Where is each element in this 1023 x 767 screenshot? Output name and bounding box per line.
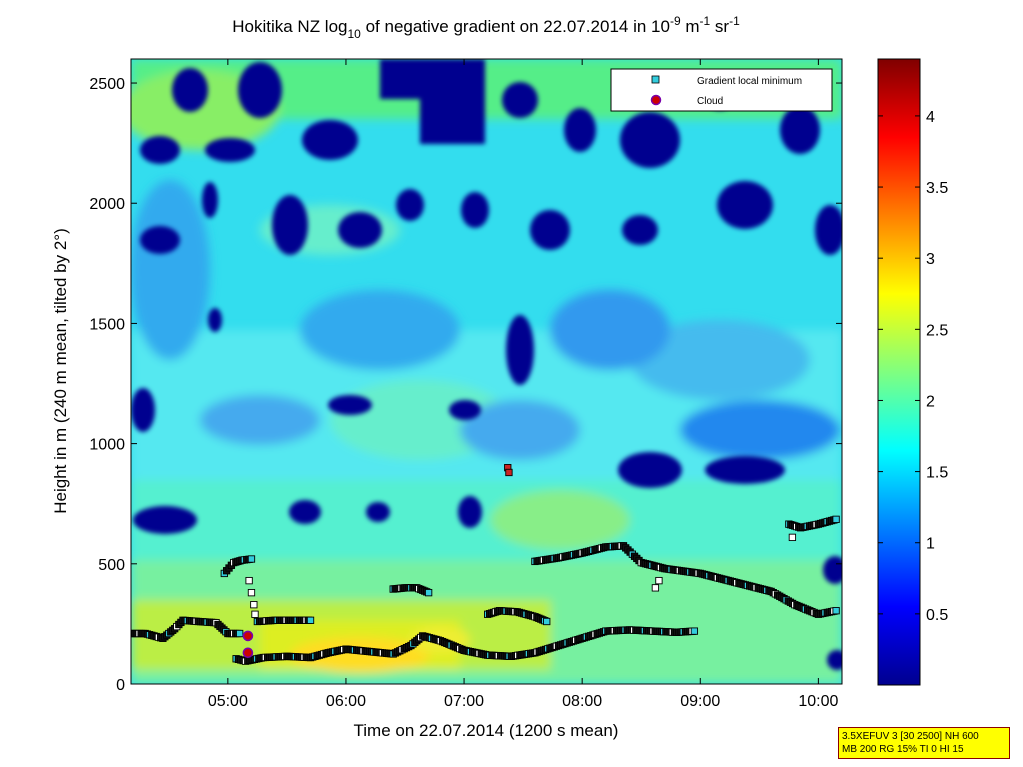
parameter-info-box: 3.5XEFUV 3 [30 2500] NH 600 MB 200 RG 15…	[838, 727, 1010, 759]
colorbar	[877, 58, 921, 686]
legend-square-marker	[651, 75, 660, 84]
gradient-minimum-point	[832, 607, 840, 615]
colorbar-tick-label: 2	[926, 393, 935, 410]
colorbar-tick-label: 3	[926, 251, 935, 268]
cloud-point	[242, 630, 254, 642]
y-tick-label: 1500	[89, 316, 125, 333]
colorbar-ticks: 0.5 1 1.5 2 2.5 3 3.5 4	[878, 109, 948, 624]
gradient-minimum-point	[236, 629, 244, 638]
gradient-minimum-point	[832, 515, 840, 523]
gradient-minimum-point	[245, 576, 253, 585]
y-axis-label: Height in m (240 m mean, tilted by 2°)	[51, 228, 70, 514]
colorbar-tick-label: 0.5	[926, 607, 948, 624]
gradient-minimum-point	[247, 555, 256, 563]
x-tick-label: 09:00	[680, 693, 720, 710]
x-tick-label: 07:00	[444, 693, 484, 710]
legend-label-gradient: Gradient local minimum	[697, 76, 802, 87]
plot-frame	[130, 58, 843, 685]
colorbar-tick-label: 3.5	[926, 180, 948, 197]
gradient-minimum-point	[655, 576, 663, 585]
x-axis: 05:00 06:00 07:00 08:00 09:00 10:00	[208, 59, 838, 710]
colorbar-tick-label: 1.5	[926, 465, 948, 482]
legend-label-cloud: Cloud	[697, 96, 723, 107]
gradient-minimum-point	[651, 584, 660, 592]
info-line-2: MB 200 RG 15% TI 0 HI 15	[842, 744, 964, 755]
gradient-minimum-point	[788, 533, 797, 542]
y-axis: 0 500 1000 1500 2000 2500	[89, 76, 842, 694]
heatmap-field	[131, 59, 842, 684]
gradient-minimum-point	[250, 601, 258, 609]
gradient-minimum-point	[424, 589, 433, 597]
gradient-minimum-markers	[131, 464, 840, 665]
x-tick-label: 08:00	[562, 693, 602, 710]
gradient-minimum-point	[247, 589, 256, 597]
y-tick-label: 500	[98, 557, 125, 574]
y-tick-label: 1000	[89, 437, 125, 454]
info-line-1: 3.5XEFUV 3 [30 2500] NH 600	[842, 731, 979, 742]
y-tick-label: 2500	[89, 76, 125, 93]
x-tick-label: 05:00	[208, 693, 248, 710]
cloud-markers	[242, 630, 254, 659]
x-tick-label: 06:00	[326, 693, 366, 710]
y-tick-label: 0	[116, 677, 125, 694]
gradient-minimum-point	[690, 627, 699, 635]
gradient-minimum-point	[251, 610, 259, 618]
gradient-minimum-point	[543, 617, 551, 626]
chart-title: Hokitika NZ log10 of negative gradient o…	[232, 14, 740, 41]
legend-cloud-marker	[650, 94, 662, 106]
colorbar-tick-label: 4	[926, 109, 935, 126]
legend: Gradient local minimum Cloud	[610, 68, 833, 112]
gradient-minimum-point	[306, 616, 315, 624]
colorbar-tick-label: 1	[926, 536, 935, 553]
colorbar-tick-label: 2.5	[926, 322, 948, 339]
gradient-minimum-point	[505, 468, 513, 477]
x-tick-label: 10:00	[798, 693, 838, 710]
x-axis-label: Time on 22.07.2014 (1200 s mean)	[354, 721, 619, 740]
y-tick-label: 2000	[89, 196, 125, 213]
cloud-point	[242, 647, 254, 659]
